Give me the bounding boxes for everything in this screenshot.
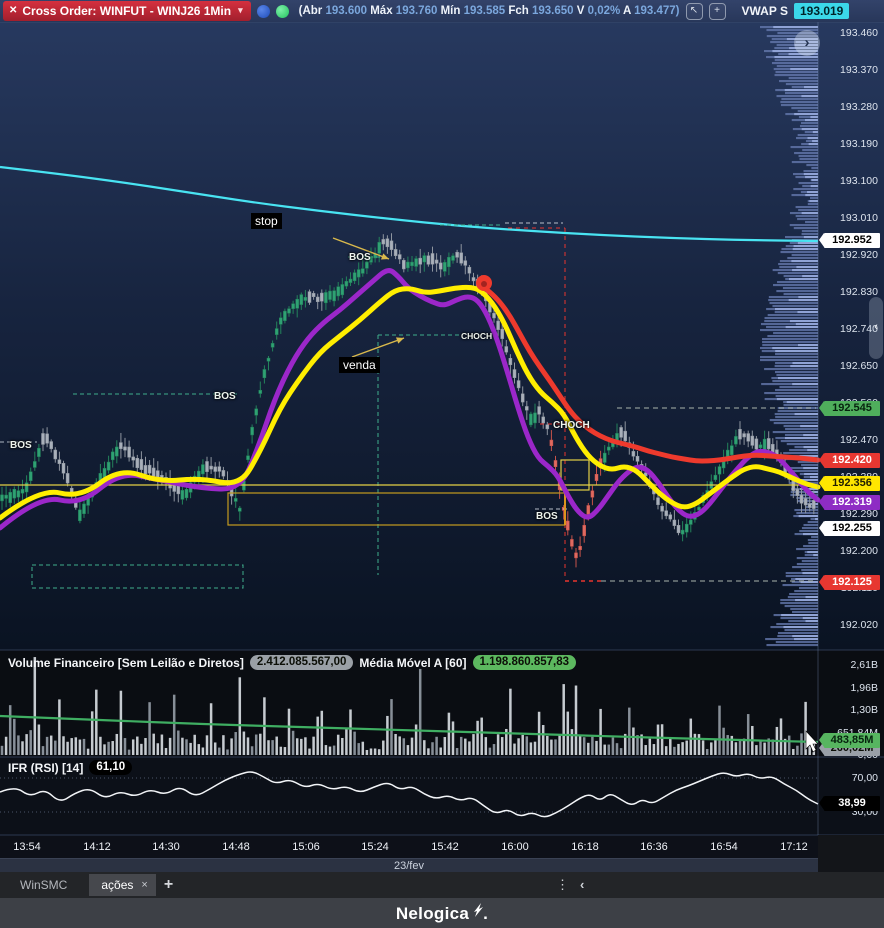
- time-axis-label: 15:42: [431, 841, 459, 853]
- workspace-tab-winsmc[interactable]: WinSMC: [20, 878, 68, 892]
- ohlc-value: 193.760: [395, 5, 438, 17]
- price-level-badge: 192.420: [819, 452, 880, 468]
- structure-label-bos: BOS: [349, 252, 371, 263]
- rsi-axis-label: 70,00: [851, 772, 878, 784]
- pointer-tool-button[interactable]: ↖: [685, 2, 703, 20]
- time-axis-label: 15:24: [361, 841, 389, 853]
- annotation-venda: venda: [339, 357, 380, 373]
- price-axis-label: 193.460: [840, 27, 878, 39]
- tab-acoes-label: ações: [101, 878, 134, 892]
- tab-bar: WinSMC ações × +: [0, 872, 884, 898]
- price-axis-label: 193.100: [840, 175, 878, 187]
- price-level-badge: 192.125: [819, 574, 880, 590]
- time-axis-label: 13:54: [13, 841, 41, 853]
- ohlc-label: Fch: [505, 5, 532, 17]
- toolbar: ✕ Cross Order: WINFUT - WINJ26 1Min ▾ (A…: [0, 0, 884, 22]
- nelogica-logo: Nelogica .: [395, 902, 489, 924]
- ohlc-value: 193.650: [532, 5, 574, 17]
- lightning-bolt-icon: [474, 902, 484, 917]
- chevron-down-icon: ▾: [238, 5, 243, 15]
- structure-label-choch: CHOCH: [461, 331, 493, 341]
- close-tab-icon[interactable]: ×: [141, 879, 148, 891]
- volume-axis-label: 2,61B: [850, 659, 878, 671]
- axis-scroll-handle[interactable]: ‹: [869, 297, 883, 359]
- brand-dot: .: [483, 903, 489, 923]
- annotation-stop: stop: [251, 213, 282, 229]
- footer: Nelogica .: [0, 898, 884, 928]
- time-axis-label: 17:12: [780, 841, 808, 853]
- price-axis-label: 192.830: [840, 286, 878, 298]
- price-level-badge: 192.255: [819, 520, 880, 536]
- brand-text: Nelogica: [395, 903, 470, 923]
- ohlc-label: Máx: [367, 5, 396, 17]
- structure-label-bos: BOS: [536, 511, 558, 522]
- structure-label-bos: BOS: [214, 391, 236, 402]
- cross-order-button[interactable]: ✕ Cross Order: WINFUT - WINJ26 1Min ▾: [3, 1, 251, 21]
- scroll-right-button[interactable]: ›: [794, 30, 820, 56]
- tab-menu-icon[interactable]: ⋮: [556, 877, 569, 892]
- structure-label-choch: CHOCH: [553, 420, 590, 431]
- rsi-title-text: IFR (RSI) [14]: [8, 760, 84, 775]
- vwap-label: VWAP S: [741, 4, 788, 18]
- ohlc-value: 193.600: [325, 5, 368, 17]
- time-axis-label: 14:12: [83, 841, 111, 853]
- ohlc-label: V: [573, 5, 588, 17]
- add-indicator-button[interactable]: +: [708, 2, 726, 20]
- ohlc-label: (Abr: [298, 5, 326, 17]
- rsi-current-badge: 38,99: [819, 795, 880, 811]
- price-axis-label: 193.190: [840, 138, 878, 150]
- price-level-badge: 192.356: [819, 475, 880, 491]
- price-axis-label: 192.200: [840, 545, 878, 557]
- price-axis-label: 192.650: [840, 360, 878, 372]
- tab-acoes[interactable]: ações ×: [89, 874, 156, 896]
- volume-axis-label: 1,96B: [850, 682, 878, 694]
- cross-order-label: Cross Order: WINFUT - WINJ26 1Min: [22, 3, 232, 18]
- ohlc-value: 193.477): [634, 5, 680, 17]
- price-axis-label: 193.010: [840, 212, 878, 224]
- cross-order-icon: ✕: [9, 5, 18, 16]
- date-label: 23/fev: [394, 859, 424, 872]
- ohlc-label: A: [620, 5, 635, 17]
- ohlc-value: 0,02%: [587, 5, 621, 17]
- time-axis-label: 14:30: [152, 841, 180, 853]
- volume-ma-badge: 483,85M: [819, 732, 880, 748]
- volume-ma-value-badge: 1.198.860.857,83: [472, 655, 577, 670]
- connection-status-icon: [275, 4, 289, 18]
- time-axis-label: 16:00: [501, 841, 529, 853]
- ohlc-label: Mín: [437, 5, 464, 17]
- time-axis-label: 14:48: [222, 841, 250, 853]
- time-axis-label: 15:06: [292, 841, 320, 853]
- volume-value-badge: 2.412.085.567,00: [249, 655, 354, 670]
- vwap-value-badge: 193.019: [793, 3, 850, 19]
- time-axis-label: 16:18: [571, 841, 599, 853]
- price-level-badge: 192.545: [819, 400, 880, 416]
- volume-pane-title: Volume Financeiro [Sem Leilão e Diretos]…: [8, 655, 577, 670]
- price-axis-label: 193.370: [840, 64, 878, 76]
- price-axis-label: 192.920: [840, 249, 878, 261]
- time-axis-label: 16:54: [710, 841, 738, 853]
- collapse-panel-icon[interactable]: ‹: [580, 877, 585, 892]
- add-tab-button[interactable]: +: [163, 876, 174, 893]
- rsi-value-badge: 61,10: [89, 760, 133, 775]
- price-axis-label: 192.470: [840, 434, 878, 446]
- time-axis-label: 16:36: [640, 841, 668, 853]
- rsi-pane-title: IFR (RSI) [14] 61,10: [8, 760, 133, 775]
- price-axis-label: 192.290: [840, 508, 878, 520]
- vwap-readout: VWAP S 193.019: [742, 3, 850, 19]
- price-level-badge: 192.319: [819, 494, 880, 510]
- volume-ma-label: Média Móvel A [60]: [359, 655, 467, 670]
- date-bar: 23/fev: [0, 858, 818, 872]
- broker-icon: [256, 4, 270, 18]
- ohlc-value: 193.585: [463, 5, 506, 17]
- volume-title-text: Volume Financeiro [Sem Leilão e Diretos]: [8, 655, 244, 670]
- structure-label-bos: BOS: [10, 440, 32, 451]
- price-axis-label: 192.020: [840, 619, 878, 631]
- price-axis-label: 193.280: [840, 101, 878, 113]
- price-axis-label: 192.740: [840, 323, 878, 335]
- price-level-badge: 192.952: [819, 232, 880, 248]
- volume-axis-label: 1,30B: [850, 704, 878, 716]
- ohlc-readout: (Abr 193.600 Máx 193.760 Mín 193.585 Fch…: [299, 5, 680, 17]
